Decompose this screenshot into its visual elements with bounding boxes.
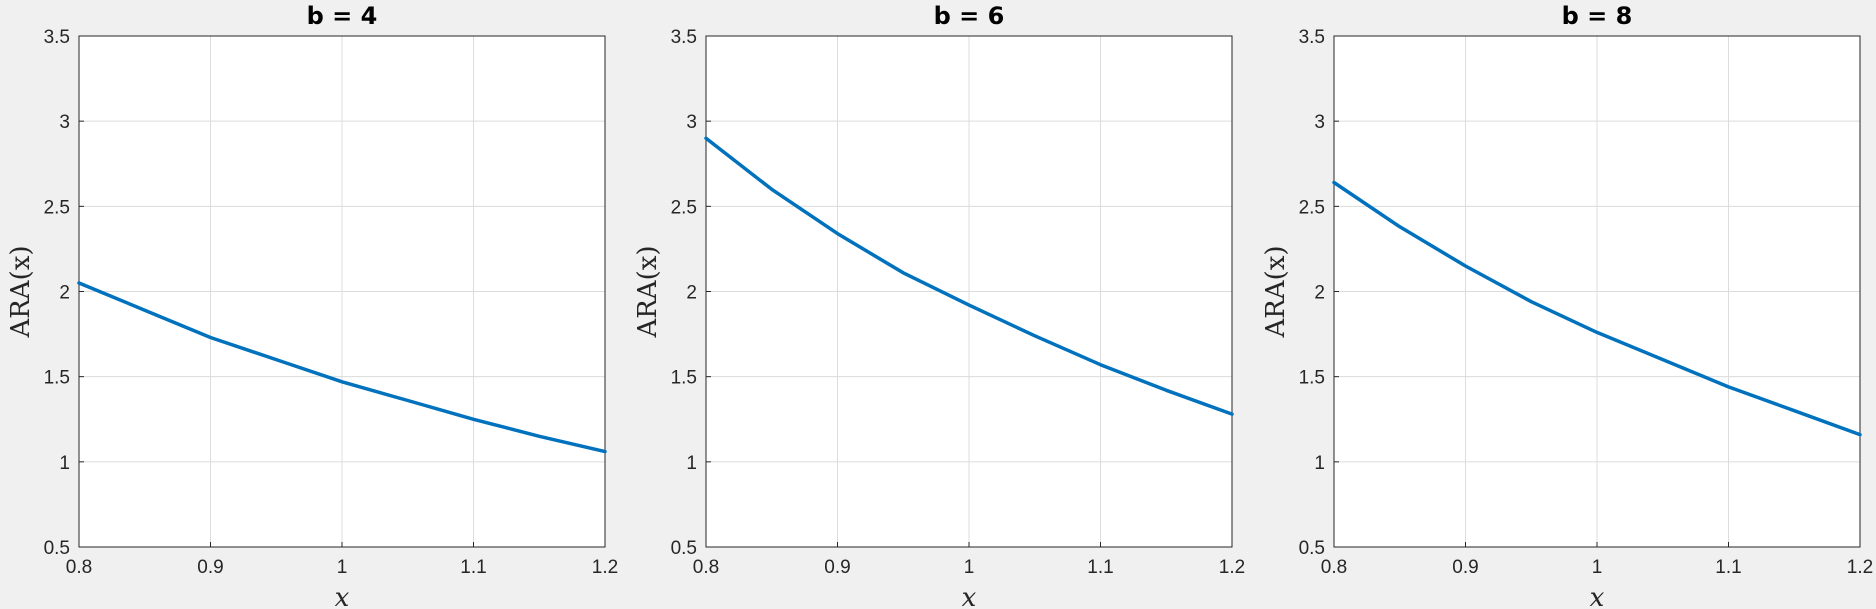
x-axis-label: x xyxy=(1590,583,1605,609)
y-tick-label: 1 xyxy=(686,453,697,474)
y-tick-label: 2 xyxy=(1314,283,1325,304)
y-tick-label: 3 xyxy=(686,112,697,133)
x-tick-label: 0.8 xyxy=(1321,557,1347,578)
x-tick-label: 0.9 xyxy=(824,557,850,578)
y-tick-label: 2.5 xyxy=(1299,197,1325,218)
chart-title: b = 6 xyxy=(934,2,1005,30)
chart-title: b = 4 xyxy=(307,2,378,30)
y-tick-label: 2.5 xyxy=(44,197,70,218)
x-tick-label: 0.8 xyxy=(693,557,719,578)
axes-border xyxy=(78,35,606,548)
y-tick-label: 1.5 xyxy=(671,368,697,389)
x-axis-label: x xyxy=(962,583,977,609)
x-tick-label: 1.2 xyxy=(1219,557,1245,578)
x-tick-label: 1 xyxy=(964,557,975,578)
chart-panel-1: 0.8 0.9 1 1.1 1.2 0.5 1 1.5 2 2.5 3 3.5 b = 4 x ARA(x) xyxy=(6,2,618,609)
axes-border xyxy=(705,35,1233,548)
x-tick-label: 1.2 xyxy=(592,557,618,578)
y-tick-label: 1 xyxy=(1314,453,1325,474)
y-axis-label: ARA(x) xyxy=(1261,245,1291,338)
y-tick-label: 3 xyxy=(59,112,70,133)
y-tick-label: 1.5 xyxy=(1299,368,1325,389)
y-tick-label: 2 xyxy=(59,283,70,304)
x-tick-label: 0.9 xyxy=(197,557,223,578)
series-line-1 xyxy=(77,281,607,454)
y-tick-label: 3.5 xyxy=(44,27,70,48)
x-tick-label: 1 xyxy=(337,557,348,578)
y-tick-label: 0.5 xyxy=(1299,538,1325,559)
y-tick-label: 3 xyxy=(1314,112,1325,133)
x-tick-label: 1.1 xyxy=(1715,557,1741,578)
x-tick-label: 0.9 xyxy=(1452,557,1478,578)
y-tick-label: 0.5 xyxy=(671,538,697,559)
x-tick-label: 0.8 xyxy=(66,557,92,578)
axes-border xyxy=(1333,35,1861,548)
y-tick-label: 0.5 xyxy=(44,538,70,559)
y-tick-label: 1.5 xyxy=(44,368,70,389)
y-tick-label: 1 xyxy=(59,453,70,474)
y-tick-label: 3.5 xyxy=(1299,27,1325,48)
y-axis-label: ARA(x) xyxy=(633,245,663,338)
series-line-1 xyxy=(1332,180,1862,437)
x-axis-label: x xyxy=(335,583,350,609)
x-tick-label: 1 xyxy=(1592,557,1603,578)
x-tick-label: 1.2 xyxy=(1847,557,1873,578)
series-line-1 xyxy=(704,136,1234,416)
x-tick-label: 1.1 xyxy=(1087,557,1113,578)
chart-panel-3: 0.8 0.9 1 1.1 1.2 0.5 1 1.5 2 2.5 3 3.5 b = 8 x ARA(x) xyxy=(1261,2,1873,609)
y-tick-label: 2 xyxy=(686,283,697,304)
chart-panel-2: 0.8 0.9 1 1.1 1.2 0.5 1 1.5 2 2.5 3 3.5 b = 6 x ARA(x) xyxy=(633,2,1245,609)
x-tick-label: 1.1 xyxy=(460,557,486,578)
y-tick-label: 2.5 xyxy=(671,197,697,218)
chart-title: b = 8 xyxy=(1562,2,1633,30)
y-tick-label: 3.5 xyxy=(671,27,697,48)
y-axis-label: ARA(x) xyxy=(6,245,36,338)
